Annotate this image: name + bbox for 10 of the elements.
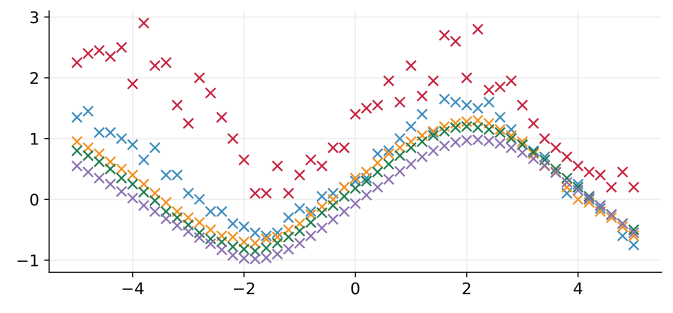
y-tick-label: 3	[30, 11, 38, 24]
x-tick-label: −4	[122, 282, 144, 294]
x-tick-label: −2	[234, 282, 254, 294]
y-tick-label: 2	[30, 72, 38, 84]
x-tick-label: 4	[574, 282, 582, 294]
y-tick-label: 0	[30, 194, 38, 206]
x-tick-label: 0	[351, 282, 360, 294]
y-tick-label: −1	[18, 254, 38, 266]
y-tick-label: 1	[31, 133, 38, 145]
x-tick-label: 2	[462, 282, 470, 294]
